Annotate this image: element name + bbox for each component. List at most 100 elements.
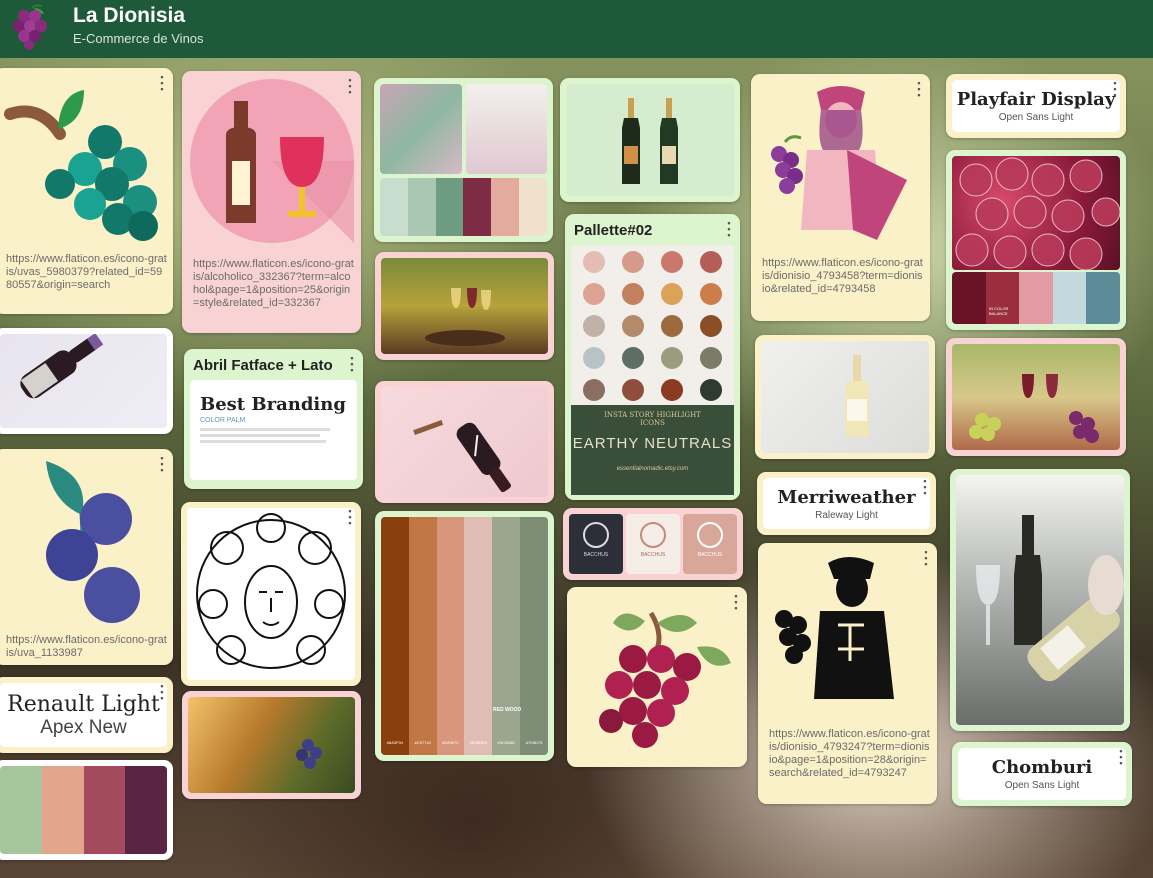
serving-wine-image — [956, 475, 1124, 725]
font-sample: Best Branding COLOR PALM — [190, 380, 357, 480]
kebab-menu-icon[interactable] — [343, 76, 357, 92]
kebab-menu-icon[interactable] — [1108, 79, 1122, 95]
color-swatch — [520, 517, 548, 755]
color-swatch — [492, 517, 521, 755]
card-vineyard-photo[interactable] — [182, 691, 361, 799]
card-champagne-photo[interactable] — [560, 78, 740, 202]
card-font-renault[interactable]: Renault Light Apex New — [0, 677, 173, 753]
dionysus-face-illustration — [187, 508, 355, 680]
grapes-wine-image — [952, 344, 1120, 450]
card-caption[interactable]: https://www.flaticon.es/icono-gratis/dio… — [762, 257, 923, 295]
card-alcoholico-icon[interactable]: https://www.flaticon.es/icono-gratis/alc… — [182, 71, 361, 333]
kebab-menu-icon[interactable] — [155, 73, 169, 89]
card-wine-bottle-photo[interactable] — [0, 328, 173, 434]
color-swatch — [83, 766, 126, 854]
card-grapes-wine-photo[interactable] — [946, 338, 1126, 456]
app-subtitle: E-Commerce de Vinos — [73, 31, 204, 46]
palette-dot — [699, 315, 722, 337]
card-pallette-02[interactable]: Pallette#02 INSTA STORY HIGHLIGHT ICONS … — [565, 214, 740, 500]
palette-dot — [583, 379, 606, 401]
palette-dot — [660, 315, 683, 337]
color-swatch — [435, 178, 464, 236]
card-corkscrew-photo[interactable] — [375, 381, 554, 503]
card-caption[interactable]: https://www.flaticon.es/icono-gratis/uva… — [6, 634, 167, 659]
bacchus-logo-variants: BACCHUS BACCHUS BACCHUS — [569, 514, 737, 574]
card-dionisio-black[interactable]: https://www.flaticon.es/icono-gratis/dio… — [758, 543, 937, 804]
color-swatch — [491, 178, 520, 236]
card-white-wine-photo[interactable] — [755, 335, 935, 459]
card-caption[interactable]: https://www.flaticon.es/icono-gratis/dio… — [769, 728, 930, 779]
wine-glasses-image — [381, 258, 548, 354]
kebab-menu-icon[interactable] — [1114, 747, 1128, 763]
card-uvas-icon[interactable]: https://www.flaticon.es/icono-gratis/uva… — [0, 68, 173, 314]
font-sample-sub: Open Sans Light — [998, 112, 1074, 123]
font-sample-main: Renault Light — [7, 691, 160, 717]
font-sample-main: Chomburi — [991, 757, 1093, 778]
dionysus-color-icon — [771, 86, 907, 240]
palette-swatches — [380, 178, 547, 236]
font-sample-main: Playfair Display — [956, 89, 1116, 110]
palette-dot — [660, 379, 683, 401]
card-font-merriweather[interactable]: Merriweather Raleway Light — [757, 472, 936, 535]
card-title: Pallette#02 — [574, 222, 653, 239]
color-swatch — [1086, 272, 1120, 324]
palette-label: IN COLOR BALANCE — [989, 306, 1009, 316]
card-palette-left[interactable] — [0, 760, 173, 860]
card-bacchus-logos[interactable]: BACCHUS BACCHUS BACCHUS — [563, 508, 743, 580]
color-swatch — [380, 178, 408, 236]
corkscrew-bottle-image — [381, 387, 548, 497]
card-font-abril[interactable]: Abril Fatface + Lato Best Branding COLOR… — [184, 349, 363, 489]
card-palette-red-wood[interactable]: RED WOOD #8A3F04 #C07743 #D8967C #E0BDB4 #9C… — [375, 511, 554, 761]
kebab-menu-icon[interactable] — [343, 507, 357, 523]
palette-dot — [622, 315, 645, 337]
font-sample-sub: Open Sans Light — [1004, 780, 1080, 791]
card-dionisio-color[interactable]: https://www.flaticon.es/icono-gratis/dio… — [751, 74, 930, 321]
champagne-bottles-image — [566, 84, 734, 196]
hex-code-label: #D8967C — [442, 740, 460, 745]
font-sample-sub: Apex New — [40, 716, 127, 738]
palette-dot — [660, 347, 683, 369]
font-sample-sub: COLOR PALM — [200, 417, 246, 424]
kebab-menu-icon[interactable] — [155, 454, 169, 470]
font-sample-main: Best Branding — [200, 394, 346, 415]
palette-swatches: IN COLOR BALANCE — [952, 272, 1120, 324]
card-font-chomburi[interactable]: Chomburi Open Sans Light — [952, 742, 1132, 806]
white-wine-bottle-image — [761, 341, 929, 453]
grapes-logo-icon[interactable] — [8, 2, 56, 50]
banner-main: EARTHY NEUTRALS — [572, 435, 733, 452]
card-dionysus-illustration[interactable] — [181, 502, 361, 686]
kebab-menu-icon[interactable] — [345, 354, 359, 370]
card-serving-wine-photo[interactable] — [950, 469, 1130, 731]
card-caption[interactable]: https://www.flaticon.es/icono-gratis/uva… — [6, 253, 167, 291]
card-title: Abril Fatface + Lato — [193, 357, 333, 374]
palette-dot — [583, 283, 606, 305]
banner-icons: ICONS — [640, 419, 665, 427]
card-red-grapes-icon[interactable] — [567, 587, 747, 767]
font-sample: Merriweather Raleway Light — [763, 478, 930, 529]
hex-code-label: #9CA58D — [497, 740, 515, 745]
kebab-menu-icon[interactable] — [155, 682, 169, 698]
font-sample-main: Merriweather — [777, 486, 916, 508]
blue-grapes-icon — [46, 461, 140, 623]
card-wine-glasses-photo[interactable] — [375, 252, 554, 360]
kebab-menu-icon[interactable] — [919, 548, 933, 564]
palette-dot — [660, 283, 683, 305]
kebab-menu-icon[interactable] — [729, 592, 743, 608]
palette-dot — [583, 315, 606, 337]
kebab-menu-icon[interactable] — [912, 79, 926, 95]
hex-code-label: #C07743 — [414, 740, 431, 745]
kebab-menu-icon[interactable] — [918, 477, 932, 493]
color-swatch — [463, 178, 492, 236]
color-swatch — [1052, 272, 1087, 324]
card-uva-icon[interactable]: https://www.flaticon.es/icono-gratis/uva… — [0, 449, 173, 665]
card-font-playfair[interactable]: Playfair Display Open Sans Light — [946, 74, 1126, 138]
card-frozen-grapes-palette[interactable]: IN COLOR BALANCE — [946, 150, 1126, 330]
color-swatch — [436, 517, 465, 755]
kebab-menu-icon[interactable] — [722, 219, 736, 235]
earthy-neutrals-banner: INSTA STORY HIGHLIGHT ICONS EARTHY NEUTR… — [571, 405, 734, 495]
palette-dot — [622, 379, 645, 401]
palette-dot — [699, 379, 722, 401]
color-swatch — [381, 517, 409, 755]
card-caption[interactable]: https://www.flaticon.es/icono-gratis/alc… — [193, 258, 354, 309]
card-palette-marble[interactable] — [374, 78, 553, 242]
